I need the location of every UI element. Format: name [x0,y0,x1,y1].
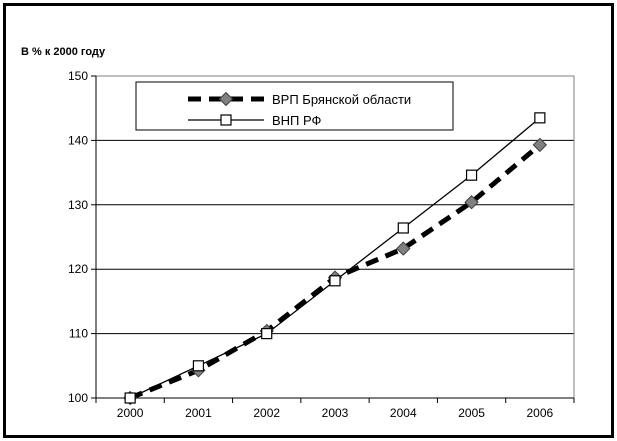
series-layer [122,112,548,406]
series-1-point-2004 [397,222,409,234]
legend-label-vnp: ВНП РФ [272,113,322,128]
series-1-point-2000 [124,392,136,404]
series-1-point-2006 [534,112,546,124]
series-line-1 [129,117,541,399]
legend-marker-vrp [218,91,234,107]
series-0-point-2006 [532,137,548,153]
y-tick-label-120: 120 [68,262,88,276]
axes: 100 110 120 130 140 150 2000 2001 2002 2003 2004 20… [68,69,575,420]
series-0-point-2004 [396,241,411,256]
x-tick-label-2002: 2002 [253,406,280,420]
series-1-point-2001 [192,360,205,372]
series-1-point-2003 [329,275,341,287]
y-tick-label-130: 130 [68,198,88,212]
y-tick-label-110: 110 [69,327,88,341]
y-tick-label-100: 100 [68,391,88,405]
x-tick-label-2003: 2003 [322,406,349,420]
y-axis-label: В % к 2000 году [21,46,106,58]
x-tick-label-2000: 2000 [117,406,144,420]
y-tick-label-150: 150 [68,69,88,83]
x-tick-label-2004: 2004 [390,406,417,420]
legend-marker-shape-1 [220,114,232,126]
x-tick-label-2006: 2006 [527,406,554,420]
legend-marker-shape-0 [218,91,234,107]
chart-frame: В % к 2000 году 100 110 120 130 140 150 2000 20… [3,3,614,438]
line-chart: В % к 2000 году 100 110 120 130 140 150 2000 20… [21,46,575,420]
series-1-point-2005 [465,169,478,181]
series-0-point-2005 [464,195,479,210]
legend: ВРП Брянской области ВНП РФ [135,81,454,131]
x-tick-label-2001: 2001 [185,406,212,420]
legend-label-vrp: ВРП Брянской области [272,92,411,107]
legend-marker-vnp [220,114,232,126]
series-1-point-2002 [261,328,273,340]
x-tick-label-2005: 2005 [458,406,485,420]
y-tick-label-140: 140 [68,133,88,147]
legend-box [135,81,454,131]
